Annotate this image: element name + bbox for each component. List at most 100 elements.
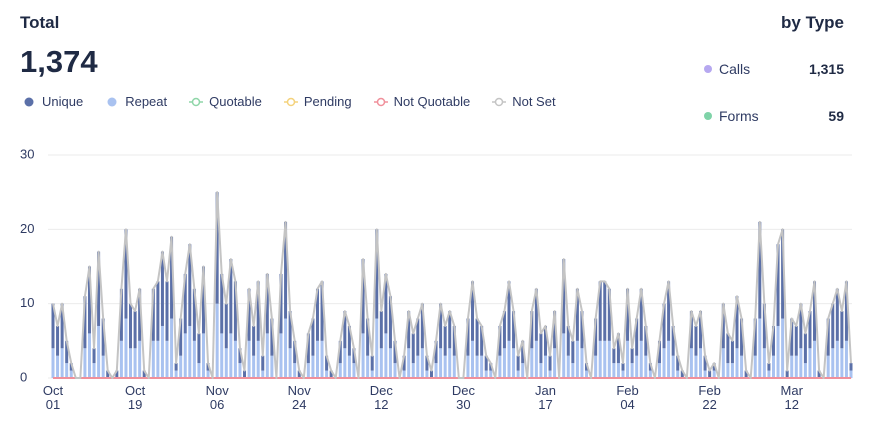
bar xyxy=(402,355,406,371)
bar xyxy=(215,192,219,304)
y-tick-label: 20 xyxy=(20,221,34,236)
bar xyxy=(416,355,420,378)
bar xyxy=(174,363,178,371)
bar xyxy=(265,333,269,378)
bar xyxy=(648,370,652,378)
bar xyxy=(498,355,502,378)
bar xyxy=(92,363,96,378)
bar xyxy=(817,370,821,378)
bar xyxy=(352,363,356,378)
bar xyxy=(594,355,598,378)
bar xyxy=(626,340,630,378)
bar xyxy=(735,348,739,378)
bar xyxy=(694,325,698,356)
bar xyxy=(826,318,830,356)
bar xyxy=(220,273,224,334)
bar xyxy=(366,318,370,356)
bar xyxy=(201,266,205,334)
bar xyxy=(297,370,301,378)
legend-label: Unique xyxy=(42,94,84,109)
bar xyxy=(794,325,798,356)
legend-ring xyxy=(286,97,296,106)
bar xyxy=(315,288,319,341)
bar xyxy=(165,340,169,378)
bar xyxy=(790,355,794,378)
bar xyxy=(639,288,643,341)
bar xyxy=(425,355,429,371)
bar xyxy=(338,340,342,364)
bar xyxy=(735,296,739,349)
bar xyxy=(771,325,775,356)
bar xyxy=(65,363,69,378)
bar xyxy=(434,340,438,364)
x-tick-label: Nov 24 xyxy=(287,383,311,412)
bar xyxy=(580,348,584,378)
bar xyxy=(448,348,452,378)
bar xyxy=(420,303,424,349)
bar xyxy=(580,311,584,349)
legend-item: Unique xyxy=(22,94,83,109)
bar xyxy=(489,363,493,371)
bar xyxy=(129,348,133,378)
bar xyxy=(644,325,648,356)
bar xyxy=(808,348,812,378)
bar xyxy=(206,370,210,378)
type-row: Calls 1,315 xyxy=(704,61,844,77)
x-tick-label: Nov 06 xyxy=(205,383,229,412)
bar xyxy=(740,355,744,378)
legend-icon xyxy=(283,97,298,106)
bar xyxy=(762,303,766,349)
bar xyxy=(648,363,652,371)
by-type-title: by Type xyxy=(781,13,844,32)
bar xyxy=(320,281,324,341)
bar xyxy=(115,370,119,378)
bar xyxy=(156,281,160,341)
bar xyxy=(712,363,716,371)
bar xyxy=(311,318,315,356)
bar xyxy=(621,363,625,371)
x-tick-label: Mar 12 xyxy=(780,383,803,412)
bar xyxy=(689,311,693,349)
bar xyxy=(667,281,671,341)
bar xyxy=(256,340,260,378)
type-row: Forms 59 xyxy=(704,108,844,124)
bar xyxy=(197,363,201,378)
bar xyxy=(183,333,187,378)
bar xyxy=(352,348,356,364)
legend-icon xyxy=(107,97,117,106)
bar xyxy=(142,370,146,378)
bar xyxy=(466,318,470,356)
bar xyxy=(585,370,589,378)
legend-ring xyxy=(376,97,385,106)
bar xyxy=(407,348,411,378)
bar xyxy=(439,348,443,378)
bar xyxy=(471,281,475,341)
bar xyxy=(740,318,744,356)
x-tick-label: Feb 22 xyxy=(698,383,721,412)
bar xyxy=(69,370,73,378)
bar xyxy=(347,325,351,356)
bar xyxy=(781,229,785,319)
bar xyxy=(279,273,283,334)
bar xyxy=(370,355,374,371)
bar xyxy=(539,333,543,364)
bar xyxy=(612,348,616,364)
bar xyxy=(758,318,762,378)
bar xyxy=(553,311,557,349)
bar xyxy=(133,348,137,378)
bar xyxy=(639,340,643,378)
bar xyxy=(794,355,798,378)
bar xyxy=(507,281,511,341)
bar xyxy=(758,221,762,319)
bar xyxy=(530,348,534,378)
bar xyxy=(762,348,766,378)
bar xyxy=(407,311,411,349)
legend-label: Quotable xyxy=(209,94,262,109)
bar xyxy=(224,348,228,378)
bar xyxy=(124,229,128,319)
bar xyxy=(293,363,297,378)
bar xyxy=(840,348,844,378)
legend-dot xyxy=(24,97,34,106)
bar xyxy=(753,318,757,356)
